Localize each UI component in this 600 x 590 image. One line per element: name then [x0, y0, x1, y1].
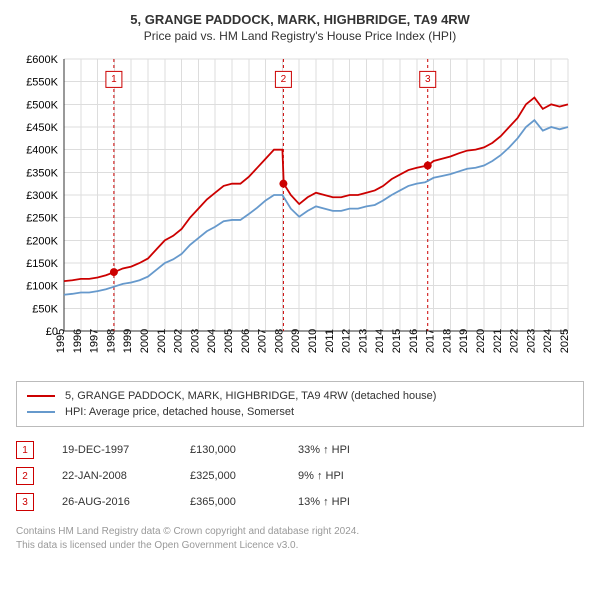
- svg-text:2019: 2019: [458, 329, 470, 353]
- sales-row: 2 22-JAN-2008 £325,000 9% ↑ HPI: [16, 463, 584, 489]
- svg-text:2022: 2022: [509, 329, 521, 353]
- legend-label: HPI: Average price, detached house, Some…: [65, 406, 294, 418]
- svg-text:2005: 2005: [223, 329, 235, 353]
- sale-number-badge: 1: [16, 441, 34, 459]
- sale-pct-vs-hpi: 9% ↑ HPI: [298, 470, 398, 482]
- svg-text:£500K: £500K: [26, 99, 58, 111]
- sale-number-badge: 3: [16, 493, 34, 511]
- legend-label: 5, GRANGE PADDOCK, MARK, HIGHBRIDGE, TA9…: [65, 390, 436, 402]
- svg-text:2015: 2015: [391, 329, 403, 353]
- svg-text:2: 2: [281, 74, 287, 85]
- svg-text:2000: 2000: [139, 329, 151, 353]
- svg-text:2013: 2013: [357, 329, 369, 353]
- line-chart: £0£50K£100K£150K£200K£250K£300K£350K£400…: [16, 53, 576, 373]
- svg-text:2021: 2021: [492, 329, 504, 353]
- svg-text:2010: 2010: [307, 329, 319, 353]
- svg-text:2017: 2017: [425, 329, 437, 353]
- svg-text:2002: 2002: [173, 329, 185, 353]
- svg-text:£50K: £50K: [32, 303, 58, 315]
- svg-text:2009: 2009: [290, 329, 302, 353]
- svg-text:£150K: £150K: [26, 258, 58, 270]
- svg-text:2007: 2007: [257, 329, 269, 353]
- sales-table: 1 19-DEC-1997 £130,000 33% ↑ HPI 2 22-JAN-200…: [16, 437, 584, 515]
- sale-pct-vs-hpi: 33% ↑ HPI: [298, 444, 398, 456]
- svg-text:£600K: £600K: [26, 54, 58, 66]
- svg-text:2014: 2014: [374, 329, 386, 353]
- svg-text:1995: 1995: [55, 329, 67, 353]
- svg-text:£400K: £400K: [26, 145, 58, 157]
- svg-text:2024: 2024: [542, 329, 554, 353]
- svg-text:2012: 2012: [341, 329, 353, 353]
- svg-text:1996: 1996: [72, 329, 84, 353]
- legend-swatch: [27, 411, 55, 413]
- sale-number-badge: 2: [16, 467, 34, 485]
- svg-text:1997: 1997: [89, 329, 101, 353]
- svg-text:£350K: £350K: [26, 167, 58, 179]
- svg-text:2016: 2016: [408, 329, 420, 353]
- sale-date: 26-AUG-2016: [62, 496, 162, 508]
- legend-item: 5, GRANGE PADDOCK, MARK, HIGHBRIDGE, TA9…: [27, 388, 573, 404]
- svg-text:2023: 2023: [525, 329, 537, 353]
- svg-text:£200K: £200K: [26, 235, 58, 247]
- footer-line-1: Contains HM Land Registry data © Crown c…: [16, 525, 584, 539]
- sale-price: £325,000: [190, 470, 270, 482]
- legend-item: HPI: Average price, detached house, Some…: [27, 404, 573, 420]
- svg-text:£250K: £250K: [26, 213, 58, 225]
- sale-date: 22-JAN-2008: [62, 470, 162, 482]
- svg-text:£550K: £550K: [26, 77, 58, 89]
- svg-text:2020: 2020: [475, 329, 487, 353]
- svg-text:2018: 2018: [441, 329, 453, 353]
- sale-price: £365,000: [190, 496, 270, 508]
- svg-text:2008: 2008: [273, 329, 285, 353]
- sale-pct-vs-hpi: 13% ↑ HPI: [298, 496, 398, 508]
- chart-container: £0£50K£100K£150K£200K£250K£300K£350K£400…: [16, 53, 584, 373]
- footer-line-2: This data is licensed under the Open Gov…: [16, 539, 584, 553]
- svg-text:1999: 1999: [122, 329, 134, 353]
- svg-text:2003: 2003: [189, 329, 201, 353]
- page-subtitle: Price paid vs. HM Land Registry's House …: [16, 29, 584, 43]
- sales-row: 1 19-DEC-1997 £130,000 33% ↑ HPI: [16, 437, 584, 463]
- svg-text:3: 3: [425, 74, 431, 85]
- page-title: 5, GRANGE PADDOCK, MARK, HIGHBRIDGE, TA9…: [16, 12, 584, 27]
- sales-row: 3 26-AUG-2016 £365,000 13% ↑ HPI: [16, 489, 584, 515]
- svg-text:£100K: £100K: [26, 281, 58, 293]
- svg-text:£300K: £300K: [26, 190, 58, 202]
- svg-text:2025: 2025: [559, 329, 571, 353]
- svg-text:£450K: £450K: [26, 122, 58, 134]
- sale-price: £130,000: [190, 444, 270, 456]
- svg-text:2001: 2001: [156, 329, 168, 353]
- svg-text:1998: 1998: [105, 329, 117, 353]
- legend-swatch: [27, 395, 55, 397]
- footer-attribution: Contains HM Land Registry data © Crown c…: [16, 525, 584, 553]
- svg-text:2006: 2006: [240, 329, 252, 353]
- svg-text:2004: 2004: [206, 329, 218, 353]
- legend: 5, GRANGE PADDOCK, MARK, HIGHBRIDGE, TA9…: [16, 381, 584, 427]
- svg-text:2011: 2011: [324, 329, 336, 353]
- svg-text:1: 1: [111, 74, 117, 85]
- sale-date: 19-DEC-1997: [62, 444, 162, 456]
